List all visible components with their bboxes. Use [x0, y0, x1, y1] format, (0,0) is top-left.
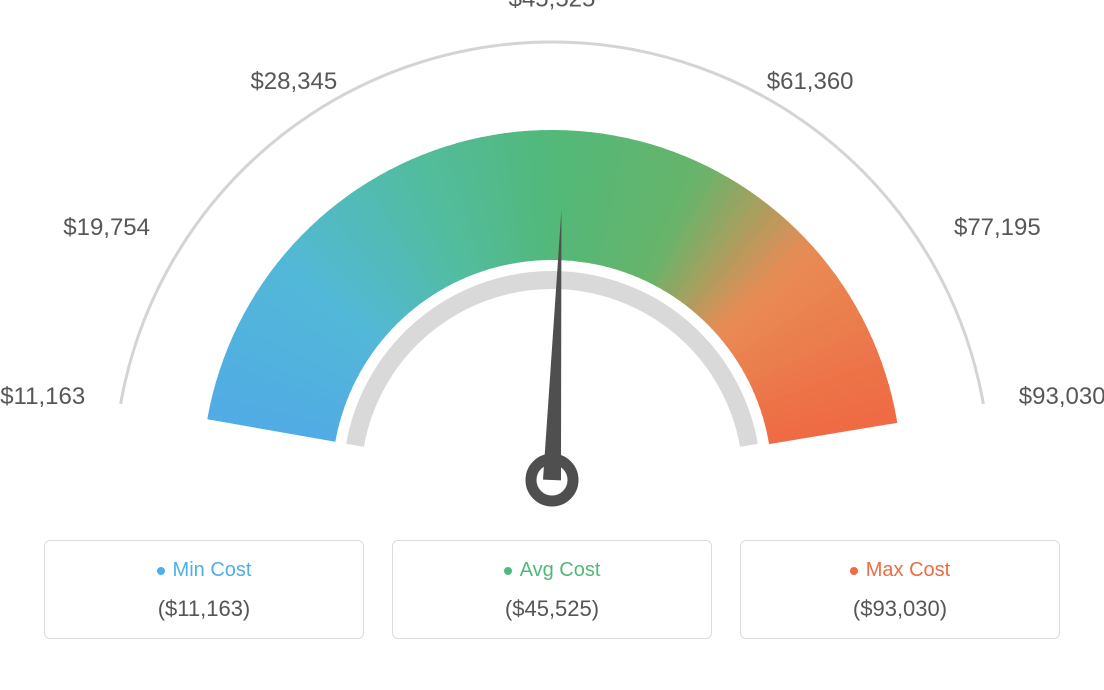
dot-icon	[850, 567, 858, 575]
legend-card-max: Max Cost ($93,030)	[740, 540, 1060, 639]
legend-max-value: ($93,030)	[751, 596, 1049, 622]
gauge-svg: $11,163 $19,754 $28,345 $45,525 $61,360 $77,1…	[0, 0, 1104, 540]
scale-label: $45,525	[509, 0, 596, 12]
scale-label: $19,754	[63, 214, 150, 241]
legend-avg-label: Avg Cost	[520, 559, 601, 581]
legend-max-title: Max Cost	[751, 559, 1049, 582]
dot-icon	[504, 567, 512, 575]
dot-icon	[157, 567, 165, 575]
legend-min-value: ($11,163)	[55, 596, 353, 622]
scale-label: $93,030	[1019, 383, 1104, 410]
legend-card-min: Min Cost ($11,163)	[44, 540, 364, 639]
legend-min-label: Min Cost	[173, 559, 252, 581]
scale-label: $61,360	[767, 68, 854, 95]
gauge-chart: $11,163 $19,754 $28,345 $45,525 $61,360 $77,1…	[0, 0, 1104, 540]
legend-max-label: Max Cost	[866, 559, 950, 581]
legend-row: Min Cost ($11,163) Avg Cost ($45,525) Ma…	[0, 540, 1104, 639]
legend-min-title: Min Cost	[55, 559, 353, 582]
scale-label: $11,163	[0, 383, 85, 410]
legend-card-avg: Avg Cost ($45,525)	[392, 540, 712, 639]
legend-avg-title: Avg Cost	[403, 559, 701, 582]
legend-avg-value: ($45,525)	[403, 596, 701, 622]
scale-label: $28,345	[250, 68, 337, 95]
scale-label: $77,195	[954, 214, 1041, 241]
